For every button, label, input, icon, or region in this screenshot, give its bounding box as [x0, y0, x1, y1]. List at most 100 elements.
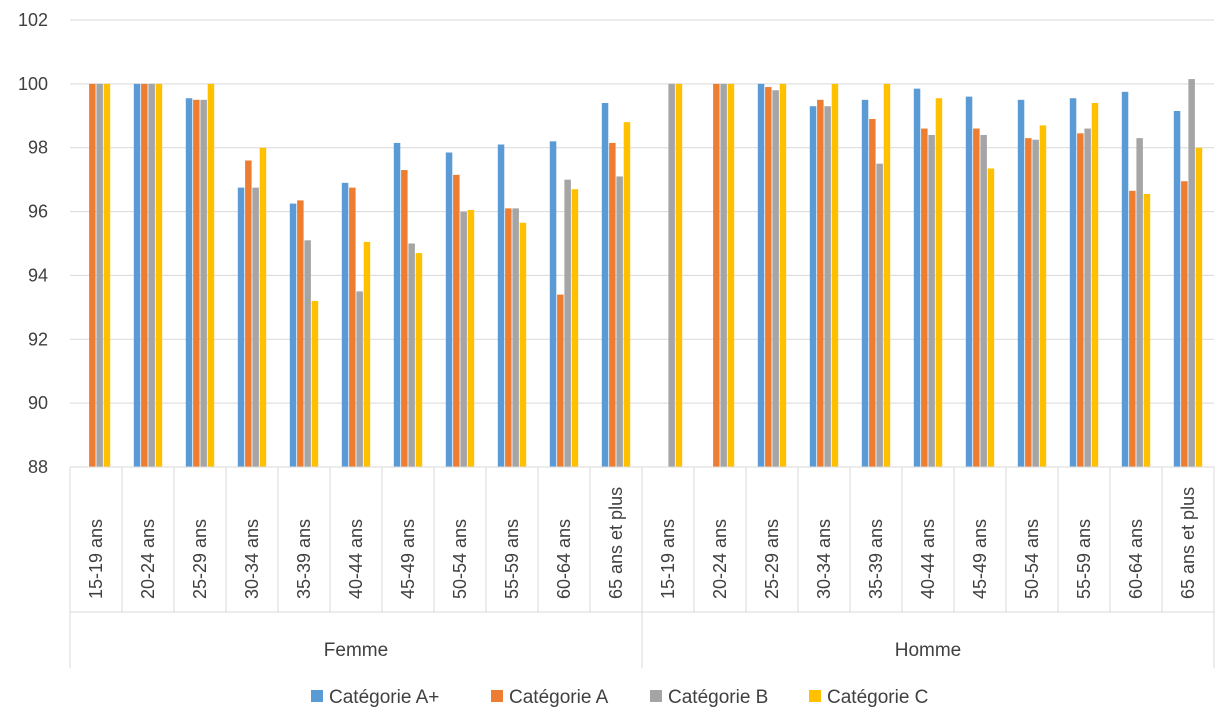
bar: [817, 99, 824, 468]
bar: [1077, 133, 1084, 467]
y-tick-label: 94: [28, 265, 48, 285]
bar: [935, 98, 943, 467]
bar: [668, 83, 675, 467]
bar: [1129, 190, 1136, 467]
bar: [415, 253, 423, 467]
bar: [289, 203, 297, 467]
bar: [96, 83, 103, 467]
bar: [103, 83, 111, 467]
bar: [259, 147, 267, 467]
legend-swatch: [650, 690, 662, 702]
category-label: 20-24 ans: [138, 519, 158, 599]
bar: [141, 83, 148, 467]
bar: [1084, 128, 1091, 468]
bar: [311, 300, 319, 467]
bar: [757, 83, 765, 467]
bars: [89, 79, 1203, 468]
category-label: 30-34 ans: [242, 519, 262, 599]
bar: [497, 144, 505, 467]
category-label: 50-54 ans: [1022, 519, 1042, 599]
bar: [1136, 138, 1143, 467]
category-label: 60-64 ans: [1126, 519, 1146, 599]
bar: [363, 241, 371, 467]
category-label: 40-44 ans: [346, 519, 366, 599]
bar: [921, 128, 928, 468]
bar: [349, 187, 356, 467]
bar: [772, 90, 779, 467]
bar: [356, 291, 363, 467]
bar: [252, 187, 259, 467]
category-label: 15-19 ans: [658, 519, 678, 599]
category-label: 40-44 ans: [918, 519, 938, 599]
category-label: 55-59 ans: [502, 519, 522, 599]
legend-swatch: [311, 690, 323, 702]
bar: [601, 103, 609, 467]
bar: [1069, 98, 1077, 467]
y-tick-label: 100: [18, 74, 48, 94]
bar: [913, 88, 921, 468]
x-axis: 15-19 ans 20-24 ans 25-29 ans 30-34 ans 35-3…: [69, 466, 1215, 668]
bar: [519, 222, 527, 467]
category-label: 65 ans et plus: [1178, 487, 1198, 599]
category-label: 50-54 ans: [450, 519, 470, 599]
bar: [883, 83, 891, 467]
bar: [393, 142, 401, 468]
category-label: 35-39 ans: [866, 519, 886, 599]
legend-swatch: [809, 690, 821, 702]
bar: [245, 160, 252, 467]
bar: [1091, 103, 1099, 467]
bar: [453, 174, 460, 467]
bar: [193, 99, 200, 468]
bar: [720, 83, 727, 467]
group-label: Femme: [324, 640, 388, 661]
category-label: 45-49 ans: [398, 519, 418, 599]
bar: [1173, 110, 1181, 467]
bar: [505, 208, 512, 467]
bar: [571, 189, 579, 467]
bar: [133, 83, 141, 467]
bar: [341, 182, 349, 468]
bar: [237, 187, 245, 467]
category-label: 15-19 ans: [86, 519, 106, 599]
category-label: 45-49 ans: [970, 519, 990, 599]
category-label: 65 ans et plus: [606, 487, 626, 599]
category-label: 35-39 ans: [294, 519, 314, 599]
category-label: 60-64 ans: [554, 519, 574, 599]
y-tick-label: 96: [28, 202, 48, 222]
bar: [207, 83, 215, 467]
legend: Catégorie A+ Catégorie A Catégorie B Catégo…: [311, 687, 928, 708]
category-label: 25-29 ans: [762, 519, 782, 599]
bar: [557, 294, 564, 467]
y-tick-label: 98: [28, 138, 48, 158]
bar: [861, 99, 869, 468]
y-tick-label: 88: [28, 457, 48, 477]
bar: [779, 83, 787, 467]
legend-label: Catégorie A+: [329, 687, 439, 708]
category-label: 30-34 ans: [814, 519, 834, 599]
bar: [1188, 79, 1195, 467]
bar: [831, 83, 839, 467]
bar: [297, 200, 304, 467]
bar: [1143, 194, 1151, 467]
bar: [460, 211, 467, 467]
bar: [1181, 181, 1188, 467]
bar: [1025, 138, 1032, 467]
category-label: 55-59 ans: [1074, 519, 1094, 599]
y-tick-label: 92: [28, 329, 48, 349]
bar: [876, 163, 883, 467]
y-tick-label: 90: [28, 393, 48, 413]
bar: [765, 87, 772, 468]
bar: [1121, 91, 1129, 467]
y-tick-label: 102: [18, 10, 48, 30]
group-label: Homme: [895, 640, 962, 661]
bar: [616, 176, 623, 467]
category-label: 20-24 ans: [710, 519, 730, 599]
bar: [713, 83, 720, 467]
y-axis: 88 90 92 94 96 98 100 102: [18, 10, 48, 477]
legend-label: Catégorie C: [827, 687, 928, 708]
legend-swatch: [491, 690, 503, 702]
bar: [148, 83, 155, 467]
bar: [609, 142, 616, 468]
bar: [869, 118, 876, 467]
